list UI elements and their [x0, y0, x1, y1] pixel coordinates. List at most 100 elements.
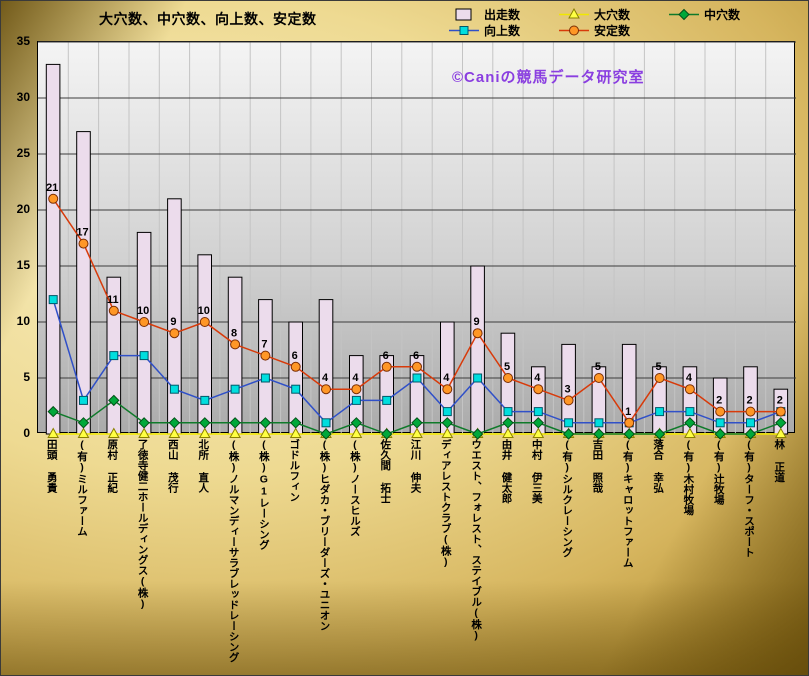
- legend-marker-bar-icon: [449, 8, 479, 21]
- marker-circle: [654, 373, 665, 383]
- marker-circle: [78, 238, 89, 249]
- marker-triangle: [350, 427, 363, 438]
- legend-item: 向上数: [449, 22, 559, 39]
- marker-diamond: [471, 428, 484, 440]
- marker-square: [139, 351, 149, 361]
- data-label: 5: [504, 361, 510, 373]
- watermark: ©Caniの競馬データ研究室: [452, 69, 645, 86]
- x-category-label: 田頭 勇貴: [45, 439, 58, 493]
- x-category-label: 西山 茂行: [166, 439, 179, 493]
- marker-triangle: [568, 7, 580, 18]
- marker-square: [655, 407, 665, 417]
- legend-row: 向上数 安定数: [449, 22, 779, 38]
- legend-label: 大穴数: [594, 7, 631, 22]
- marker-triangle: [229, 427, 241, 438]
- marker-square: [473, 373, 483, 383]
- marker-circle: [624, 417, 635, 428]
- marker-diamond: [108, 394, 120, 407]
- marker-triangle: [198, 427, 211, 438]
- legend-marker-triangle-icon: [559, 7, 589, 21]
- marker-square: [260, 373, 270, 383]
- legend-label: 中穴数: [704, 7, 741, 22]
- data-label: 2: [746, 395, 752, 407]
- x-category-label: (株)G1レーシング: [257, 439, 270, 550]
- plot-area: 21 17 11 10 9 10 8 7 6 4 4 6 6 4 9 5 4 3 5 1 5 4 2 2 2 ©Caniの競馬デ…: [37, 41, 796, 440]
- marker-triangle: [138, 427, 150, 438]
- marker-square: [230, 384, 240, 394]
- bar: [136, 231, 152, 435]
- marker-square: [459, 25, 469, 35]
- marker-circle: [684, 384, 695, 395]
- data-label: 2: [777, 395, 783, 407]
- data-label: 5: [656, 361, 662, 373]
- marker-square: [746, 418, 755, 428]
- x-category-label: 由井 健太郎: [500, 439, 513, 504]
- marker-diamond: [47, 405, 59, 418]
- marker-diamond: [744, 428, 757, 440]
- data-label: 5: [595, 361, 601, 373]
- marker-diamond: [684, 417, 696, 429]
- y-tick-label: 35: [16, 34, 30, 48]
- x-category-label: ウエスト、フォレスト、ステイブル(株): [470, 439, 483, 642]
- y-tick-label: 30: [16, 90, 30, 104]
- data-label: 4: [534, 372, 541, 384]
- marker-square: [109, 351, 119, 361]
- marker-diamond: [138, 417, 150, 429]
- marker-triangle: [259, 427, 272, 438]
- marker-diamond: [678, 8, 690, 20]
- marker-diamond: [289, 417, 302, 429]
- marker-circle: [381, 361, 392, 372]
- marker-circle: [745, 406, 756, 417]
- marker-triangle: [168, 427, 181, 438]
- data-label: 21: [46, 182, 58, 194]
- bar: [197, 254, 212, 435]
- bar: [76, 131, 91, 435]
- x-category-label: 江川 伸夫: [409, 439, 422, 493]
- marker-triangle: [47, 427, 60, 438]
- data-label: 4: [686, 372, 693, 384]
- marker-circle: [533, 384, 544, 395]
- series-antei: 21 17 11 10 9 10 8 7 6 4 4 6 6 4 9 5 4 3 5 1 5 4 2 2 2: [46, 182, 786, 428]
- gridlines: [38, 41, 796, 434]
- marker-triangle: [289, 427, 302, 438]
- x-category-label: 原村 正紀: [106, 439, 119, 493]
- legend-item: 大穴数: [559, 6, 669, 23]
- legend-row: 出走数 大穴数 中穴数: [449, 6, 779, 22]
- x-category-label: (株)ノルマンディーサラブレッドレーシング: [227, 439, 240, 663]
- marker-circle: [569, 25, 579, 35]
- x-category-label: 佐久間 拓士: [379, 439, 392, 504]
- legend-marker-diamond-icon: [669, 8, 699, 21]
- marker-diamond: [441, 417, 454, 429]
- x-category-label: 落合 幸弘: [652, 439, 665, 493]
- marker-diamond: [411, 417, 423, 429]
- data-label: 11: [107, 294, 119, 306]
- marker-diamond: [320, 428, 332, 440]
- legend-label: 出走数: [484, 7, 521, 22]
- x-category-label: (有)キャロットファーム: [621, 439, 634, 568]
- marker-triangle: [441, 427, 454, 438]
- data-label: 9: [474, 316, 480, 328]
- marker-diamond: [775, 417, 787, 429]
- marker-diamond: [623, 428, 635, 440]
- data-label: 1: [625, 406, 631, 418]
- y-tick-label: 20: [16, 202, 30, 216]
- legend-label: 向上数: [484, 23, 521, 38]
- marker-circle: [503, 373, 513, 383]
- data-label: 6: [383, 350, 389, 362]
- x-category-label: (有)辻牧場: [712, 439, 725, 505]
- bar: [45, 63, 61, 435]
- legend: 出走数 大穴数 中穴数 向上数 安定数: [449, 6, 779, 38]
- x-category-label: (株)ヒダカ・ブリーダーズ・ユニオン: [318, 439, 331, 631]
- marker-square: [291, 384, 301, 394]
- data-label: 6: [292, 350, 298, 362]
- x-category-label: (有)ターフ・スポート: [743, 439, 755, 558]
- marker-circle: [715, 406, 726, 417]
- marker-circle: [199, 317, 210, 327]
- data-label: 10: [137, 305, 149, 317]
- marker-square: [564, 418, 574, 428]
- bar: [227, 276, 243, 435]
- data-label: 2: [716, 395, 722, 407]
- y-tick-label: 25: [16, 146, 30, 160]
- marker-diamond: [350, 417, 363, 429]
- x-category-label: ディアレストクラブ(株): [439, 439, 452, 568]
